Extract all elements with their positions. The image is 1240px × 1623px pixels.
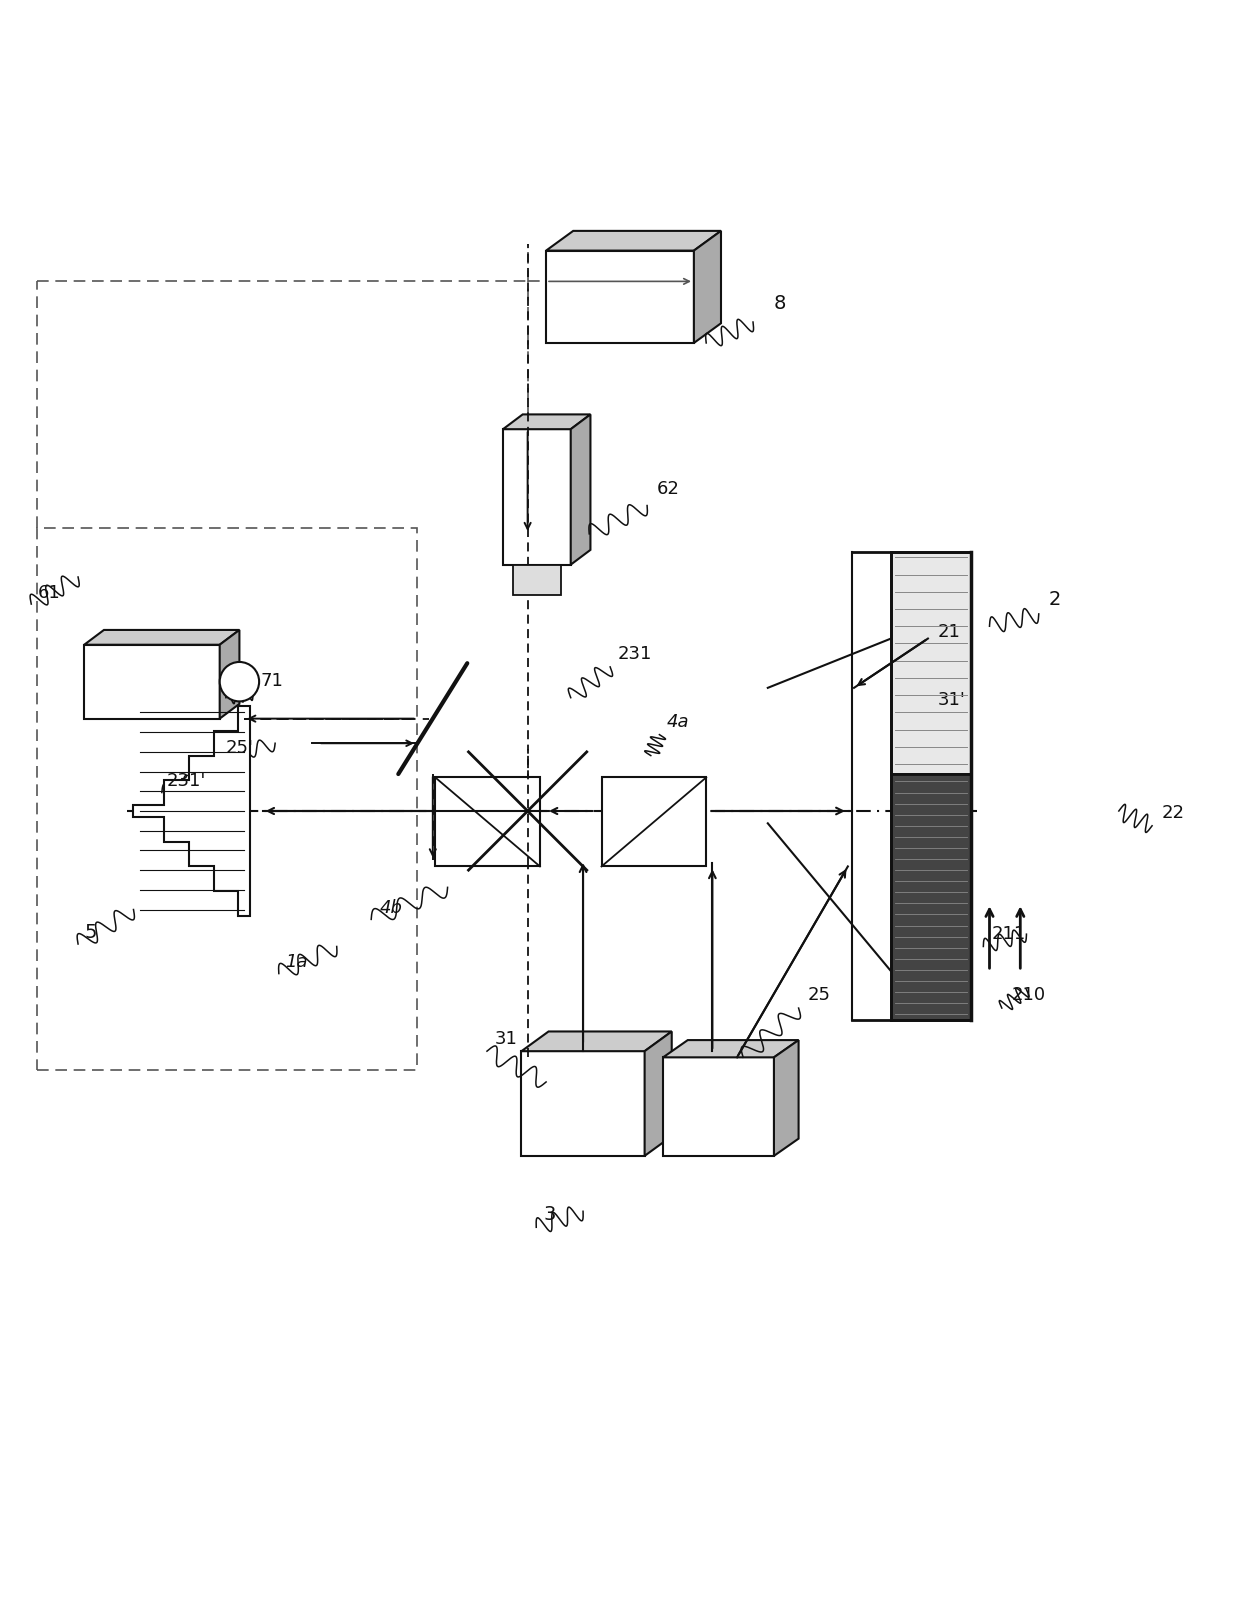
Polygon shape xyxy=(570,415,590,565)
Text: 62: 62 xyxy=(657,480,680,498)
Polygon shape xyxy=(601,777,707,867)
Text: 21: 21 xyxy=(937,623,961,641)
Text: 1a: 1a xyxy=(285,953,308,971)
Text: 31: 31 xyxy=(495,1029,517,1047)
Polygon shape xyxy=(645,1032,672,1156)
Polygon shape xyxy=(219,631,239,719)
Text: 210: 210 xyxy=(1012,985,1045,1005)
Polygon shape xyxy=(522,1032,672,1052)
Text: 22: 22 xyxy=(1162,803,1185,821)
Polygon shape xyxy=(503,415,590,430)
Polygon shape xyxy=(892,774,971,1021)
Text: 3: 3 xyxy=(543,1204,556,1222)
Polygon shape xyxy=(84,631,239,646)
Polygon shape xyxy=(435,777,539,867)
Polygon shape xyxy=(546,252,694,344)
Polygon shape xyxy=(892,553,971,774)
Polygon shape xyxy=(134,708,250,915)
Polygon shape xyxy=(503,430,570,565)
Polygon shape xyxy=(84,646,219,719)
Text: 31': 31' xyxy=(937,690,966,708)
Text: 5: 5 xyxy=(84,922,97,941)
Text: 2: 2 xyxy=(1049,589,1061,609)
Text: 8: 8 xyxy=(774,294,786,313)
Text: 71: 71 xyxy=(260,672,283,690)
Polygon shape xyxy=(663,1040,799,1058)
Polygon shape xyxy=(522,1052,645,1156)
Text: 211: 211 xyxy=(992,923,1027,943)
Text: 61: 61 xyxy=(37,583,61,601)
Text: 231': 231' xyxy=(166,771,206,790)
Polygon shape xyxy=(513,565,560,596)
Text: 231: 231 xyxy=(618,644,652,662)
Text: 4b: 4b xyxy=(379,899,403,917)
Text: 4a: 4a xyxy=(667,712,689,730)
Polygon shape xyxy=(546,232,720,252)
Polygon shape xyxy=(694,232,720,344)
Text: 25: 25 xyxy=(807,985,831,1005)
Polygon shape xyxy=(663,1058,774,1156)
Circle shape xyxy=(219,662,259,703)
Text: 25': 25' xyxy=(226,738,254,756)
Polygon shape xyxy=(774,1040,799,1156)
